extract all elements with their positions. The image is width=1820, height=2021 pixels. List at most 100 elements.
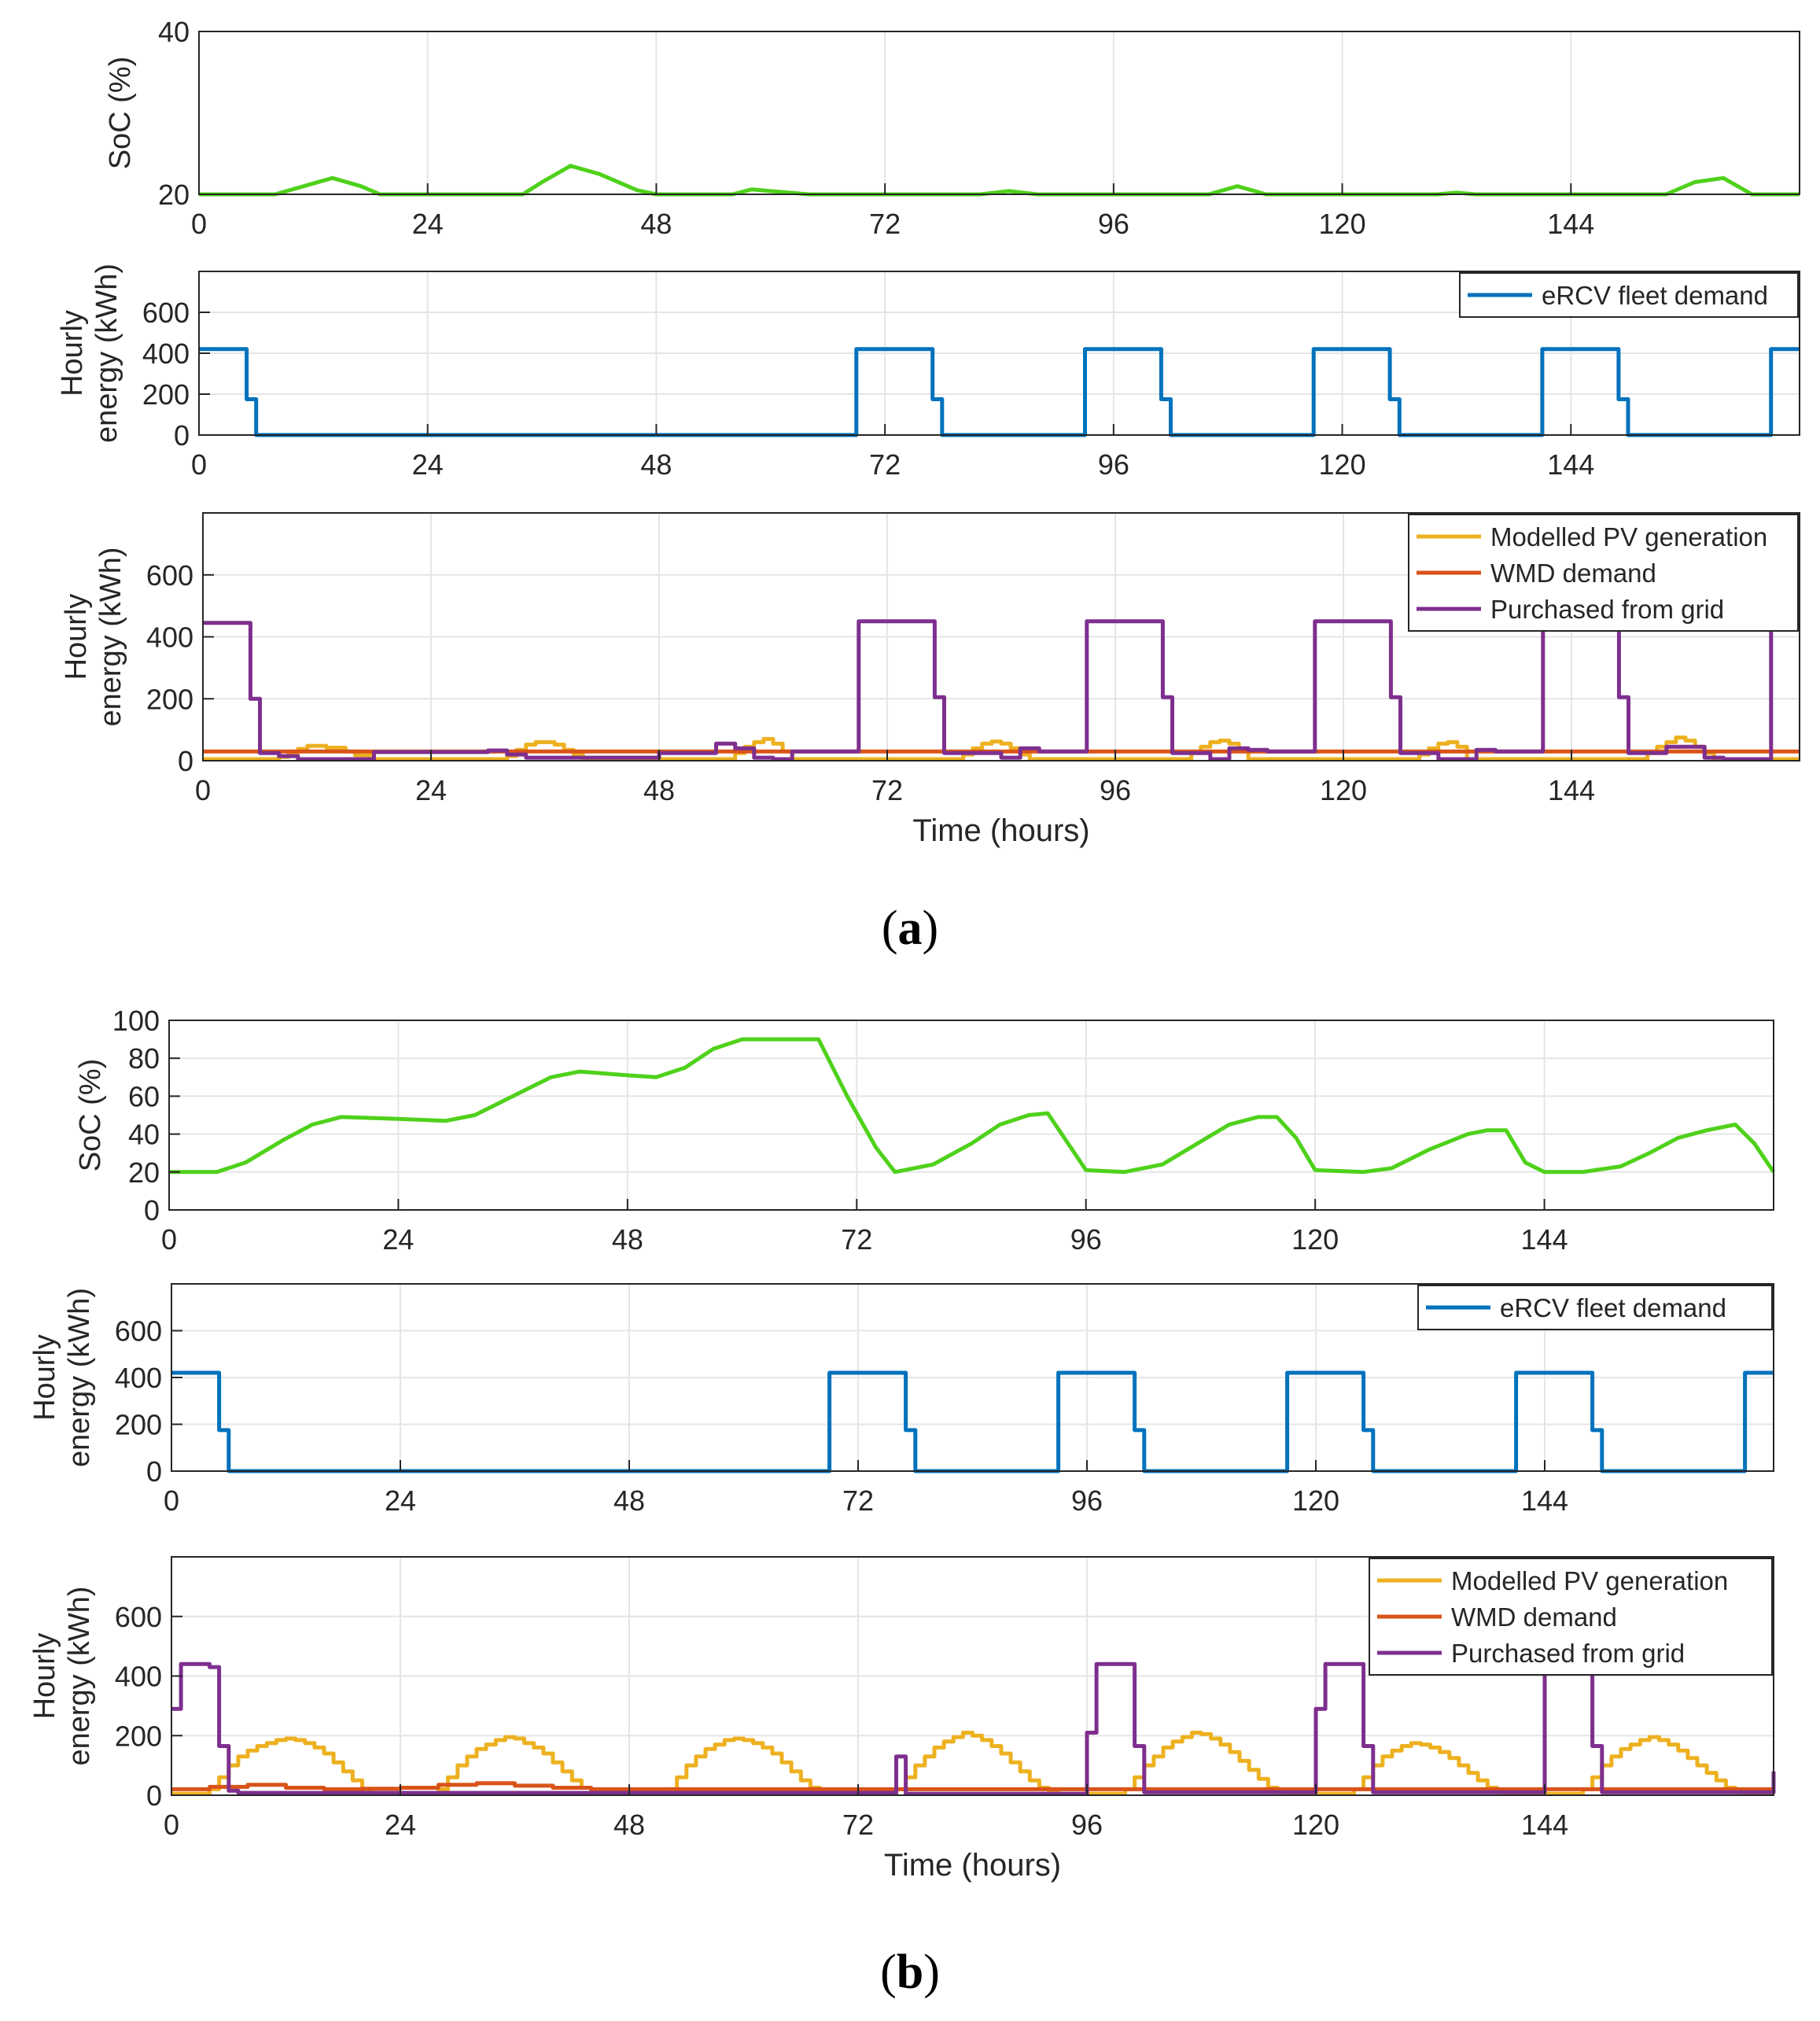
x-tick-label: 96 [1100,774,1131,806]
x-tick-label: 0 [191,208,207,240]
x-tick-label: 96 [1098,208,1129,240]
y-tick-label: 400 [142,337,190,370]
panel-b-2: 0 24 48 72 96 120 144 0 200 400 600 Hourlyenergy (k… [28,1283,1774,1517]
x-tick-label: 24 [412,448,444,481]
y-tick-label: 0 [178,745,193,777]
x-tick-label: 48 [613,1484,645,1517]
x-tick-label: 24 [412,208,444,240]
x-tick-label: 144 [1521,1484,1568,1517]
x-tick-label: 72 [869,208,901,240]
x-tick-label: 72 [842,1484,874,1517]
x-tick-label: 72 [871,774,903,806]
x-axis-label: Time (hours) [884,1848,1061,1883]
y-axis-label: SoC (%) [104,57,137,170]
x-tick-label: 96 [1071,1809,1103,1841]
plot-frame [198,31,1800,195]
x-tick-label: 24 [385,1809,416,1841]
y-axis-label: Hourlyenergy (kWh) [28,1288,96,1467]
y-axis-label: Hourlyenergy (kWh) [28,1586,96,1765]
series-line-ercv [199,347,1800,437]
legend: Modelled PV generation WMD demand Purchase… [1408,514,1799,632]
y-axis-label: Hourlyenergy (kWh) [56,264,123,443]
x-tick-label: 120 [1292,1809,1339,1841]
panel-b-3: 0 24 48 72 96 120 144 0 200 400 600 Hourlyenergy (k… [28,1556,1776,1883]
x-tick-label: 72 [869,448,901,481]
x-tick-label: 24 [415,774,447,806]
y-axis-label: Hourlyenergy (kWh) [60,547,127,726]
x-tick-label: 96 [1071,1484,1103,1517]
y-tick-label: 600 [146,559,193,592]
x-tick-label: 144 [1547,448,1594,481]
x-tick-label: 120 [1291,1223,1339,1256]
x-tick-label: 120 [1319,448,1366,481]
y-tick-label: 600 [115,1315,162,1348]
x-tick-label: 24 [382,1223,414,1256]
legend-entry: Purchased from grid [1490,595,1724,624]
series-line-grid [203,619,1800,762]
legend: Modelled PV generation WMD demand Purchase… [1369,1558,1773,1676]
plot-frame [168,1020,1774,1211]
y-tick-label: 20 [158,179,190,211]
series-line-pv [171,1731,1774,1796]
x-axis-label: Time (hours) [912,813,1089,848]
x-tick-label: 48 [640,448,672,481]
x-tick-label: 0 [164,1809,179,1841]
y-tick-label: 400 [115,1362,162,1394]
legend: eRCV fleet demand [1417,1285,1773,1330]
y-tick-label: 600 [142,297,190,329]
y-tick-label: 0 [144,1194,160,1226]
x-tick-label: 72 [841,1223,872,1256]
x-tick-label: 0 [164,1484,179,1517]
caption-b-letter: b [897,1945,923,1999]
x-tick-label: 144 [1521,1809,1568,1841]
y-tick-label: 100 [112,1005,160,1037]
x-tick-label: 48 [640,208,672,240]
y-tick-label: 200 [115,1409,162,1441]
caption-b: (b) [880,1945,940,1999]
y-tick-label: 40 [128,1119,160,1151]
legend-entry: WMD demand [1490,559,1656,588]
legend-entry: eRCV fleet demand [1542,281,1768,310]
x-tick-label: 144 [1521,1223,1568,1256]
x-tick-label: 0 [191,448,207,481]
panel-a-2: 0 24 48 72 96 120 144 0 200 400 600 Hourlyenergy (k… [56,264,1800,481]
legend-entry: Modelled PV generation [1451,1566,1728,1595]
panels: 0 24 48 72 96 120 144 20 40 SoC (%) 0 24 48 72 96 120 14… [28,16,1800,1883]
x-tick-label: 96 [1070,1223,1102,1256]
y-tick-label: 0 [146,1779,162,1812]
y-axis-label: SoC (%) [74,1059,107,1172]
x-tick-label: 120 [1319,208,1366,240]
y-tick-label: 0 [174,419,190,452]
x-tick-label: 0 [195,774,211,806]
y-tick-label: 600 [115,1601,162,1633]
legend-entry: WMD demand [1451,1602,1617,1632]
x-tick-label: 120 [1320,774,1367,806]
series-line-wmd [171,1781,1774,1791]
x-tick-label: 72 [842,1809,874,1841]
series-line-ercv [171,1370,1774,1473]
x-tick-label: 48 [643,774,675,806]
legend: eRCV fleet demand [1459,272,1799,318]
x-tick-label: 96 [1098,448,1129,481]
y-tick-label: 400 [115,1661,162,1693]
x-tick-label: 144 [1548,774,1595,806]
panel-a-3: 0 24 48 72 96 120 144 0 200 400 600 Hourlyenergy (k… [60,512,1800,848]
y-tick-label: 0 [146,1455,162,1488]
x-tick-label: 144 [1547,208,1594,240]
y-tick-label: 40 [158,16,190,48]
series-line-soc [199,164,1800,197]
legend-entry: Modelled PV generation [1490,522,1767,551]
y-tick-label: 200 [146,683,193,715]
x-tick-label: 48 [612,1223,643,1256]
series-line-grid [171,1659,1776,1796]
x-tick-label: 120 [1292,1484,1339,1517]
y-tick-label: 200 [115,1720,162,1752]
legend-entry: eRCV fleet demand [1500,1293,1726,1322]
series-line-soc [169,1037,1776,1175]
panel-a-1: 0 24 48 72 96 120 144 20 40 SoC (%) [104,16,1800,240]
y-tick-label: 400 [146,621,193,654]
caption-a: (a) [882,902,938,955]
y-tick-label: 200 [142,378,190,411]
